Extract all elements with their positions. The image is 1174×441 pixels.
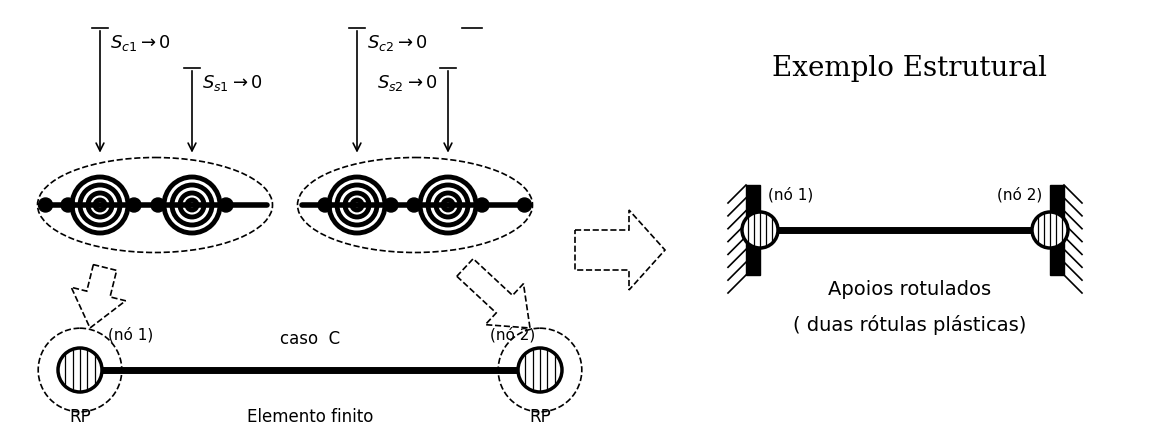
Circle shape	[151, 198, 166, 212]
Text: caso  C: caso C	[279, 330, 340, 348]
Text: Exemplo Estrutural: Exemplo Estrutural	[772, 55, 1047, 82]
Text: $S_{c2}\rightarrow 0$: $S_{c2}\rightarrow 0$	[367, 33, 429, 53]
Text: (nó 2): (nó 2)	[997, 187, 1043, 202]
Text: RP: RP	[69, 408, 90, 426]
Text: $S_{s1}\rightarrow 0$: $S_{s1}\rightarrow 0$	[202, 73, 263, 93]
Circle shape	[518, 348, 562, 392]
Text: (nó 1): (nó 1)	[108, 326, 154, 342]
Text: (nó 2): (nó 2)	[490, 326, 535, 342]
Polygon shape	[575, 210, 664, 290]
Text: ( duas rótulas plásticas): ( duas rótulas plásticas)	[794, 315, 1027, 335]
Circle shape	[384, 198, 398, 212]
Polygon shape	[457, 259, 529, 328]
Text: RP: RP	[529, 408, 551, 426]
Circle shape	[475, 198, 490, 212]
Text: (nó 1): (nó 1)	[768, 187, 814, 202]
Bar	[745, 185, 760, 275]
Polygon shape	[72, 265, 126, 328]
Bar	[1050, 185, 1064, 275]
Circle shape	[742, 212, 778, 248]
Text: $S_{c1}\rightarrow 0$: $S_{c1}\rightarrow 0$	[110, 33, 171, 53]
Text: Apoios rotulados: Apoios rotulados	[829, 280, 992, 299]
Circle shape	[518, 198, 532, 212]
Circle shape	[407, 198, 421, 212]
Circle shape	[39, 198, 53, 212]
Circle shape	[61, 198, 75, 212]
Text: $S_{s2}\rightarrow 0$: $S_{s2}\rightarrow 0$	[377, 73, 438, 93]
Circle shape	[318, 198, 332, 212]
Circle shape	[127, 198, 141, 212]
Circle shape	[58, 348, 102, 392]
Circle shape	[1032, 212, 1068, 248]
Text: Elemento finito: Elemento finito	[247, 408, 373, 426]
Circle shape	[220, 198, 232, 212]
